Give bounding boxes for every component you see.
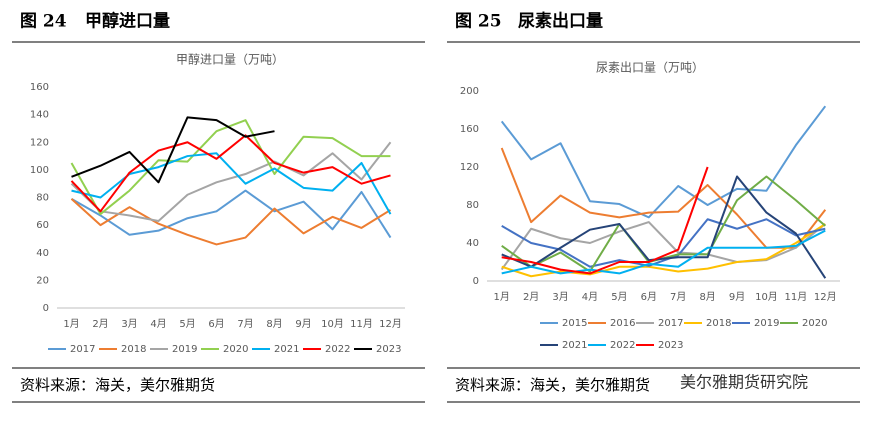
watermark: 美尔雅期货研究院 (680, 373, 808, 392)
series-line (71, 116, 275, 184)
y-tick-label: 80 (466, 200, 479, 211)
source: 资料来源：海关，美尔雅期货 (20, 376, 215, 394)
x-tick-label: 2月 (523, 291, 539, 303)
x-tick-label: 1月 (494, 291, 510, 303)
x-tick-label: 6月 (641, 291, 657, 303)
y-tick-label: 200 (460, 86, 479, 97)
x-tick-label: 11月 (350, 318, 373, 330)
y-tick-label: 160 (30, 82, 49, 93)
legend-label: 2022 (610, 340, 635, 351)
legend-label: 2020 (802, 318, 827, 329)
legend-label: 2019 (172, 344, 197, 355)
x-tick-label: 7月 (237, 318, 253, 330)
y-tick-label: 120 (30, 137, 49, 148)
legend-label: 2017 (658, 318, 683, 329)
series-line (501, 166, 709, 275)
x-tick-label: 12月 (814, 291, 837, 303)
y-tick-label: 140 (30, 110, 49, 121)
legend-label: 2022 (325, 344, 350, 355)
x-tick-label: 5月 (611, 291, 627, 303)
x-tick-label: 8月 (266, 318, 282, 330)
y-tick-label: 0 (473, 276, 479, 287)
y-tick-label: 0 (43, 303, 49, 314)
y-tick-label: 20 (36, 275, 49, 286)
series-line (501, 223, 826, 278)
legend-label: 2018 (121, 344, 146, 355)
legend-label: 2023 (658, 340, 683, 351)
x-tick-label: 9月 (295, 318, 311, 330)
series-line (500, 221, 826, 271)
y-tick-label: 120 (460, 162, 479, 173)
series-line (70, 141, 392, 222)
y-tick-label: 60 (36, 220, 49, 231)
series-line (501, 175, 827, 279)
x-tick-label: 6月 (208, 318, 224, 330)
x-tick-label: 4月 (150, 318, 166, 330)
legend-label: 2020 (223, 344, 248, 355)
x-tick-label: 7月 (670, 291, 686, 303)
y-tick-label: 160 (460, 124, 479, 135)
caption-title: 尿素出口量 (518, 11, 603, 32)
x-tick-label: 1月 (63, 318, 79, 330)
caption-title: 甲醇进口量 (85, 11, 170, 32)
series-line (70, 134, 391, 213)
series-line (500, 105, 827, 219)
x-tick-label: 10月 (755, 291, 778, 303)
chart-title: 尿素出口量（万吨） (596, 61, 704, 75)
x-tick-label: 12月 (379, 318, 402, 330)
series-line (501, 218, 826, 268)
caption-number: 图 25 (455, 12, 502, 32)
y-tick-label: 80 (36, 193, 49, 204)
series-line (70, 198, 392, 246)
series-line (70, 119, 391, 216)
x-tick-label: 8月 (699, 291, 715, 303)
caption-number: 图 24 (20, 12, 67, 32)
x-tick-label: 11月 (785, 291, 808, 303)
x-tick-label: 10月 (321, 318, 344, 330)
y-tick-label: 40 (36, 248, 49, 259)
legend-label: 2018 (706, 318, 731, 329)
source: 资料来源：海关，美尔雅期货 (455, 376, 650, 394)
y-tick-label: 100 (30, 165, 49, 176)
series-line (500, 147, 827, 249)
series-line (71, 189, 392, 239)
x-tick-label: 9月 (729, 291, 745, 303)
x-tick-label: 3月 (121, 318, 137, 330)
legend-label: 2017 (70, 344, 95, 355)
legend-label: 2021 (274, 344, 299, 355)
x-tick-label: 3月 (552, 291, 568, 303)
chart-title: 甲醇进口量（万吨） (176, 52, 284, 67)
x-tick-label: 4月 (582, 291, 598, 303)
legend-label: 2021 (562, 340, 587, 351)
legend-label: 2015 (562, 318, 587, 329)
series-line (501, 229, 826, 275)
legend-label: 2023 (376, 344, 401, 355)
legend-label: 2016 (610, 318, 635, 329)
y-tick-label: 40 (466, 238, 479, 249)
x-tick-label: 2月 (92, 318, 108, 330)
legend-label: 2019 (754, 318, 779, 329)
x-tick-label: 5月 (179, 318, 195, 330)
